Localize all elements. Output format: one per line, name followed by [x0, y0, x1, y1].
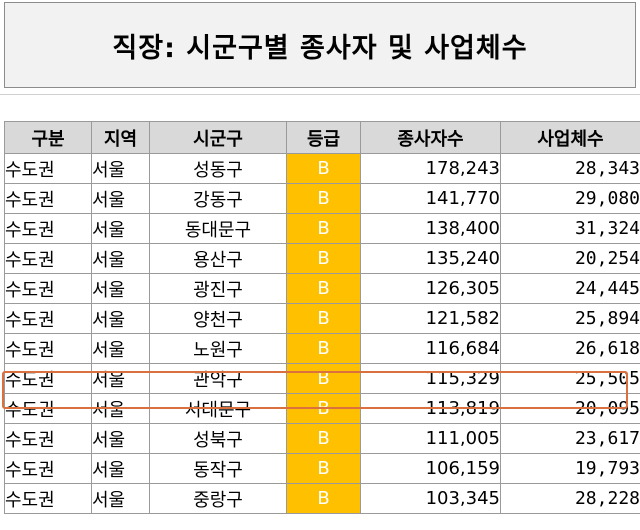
region-cell[interactable]: 수도권: [4, 273, 92, 304]
grade-cell[interactable]: B: [286, 303, 361, 334]
businesses-cell[interactable]: 25,505: [500, 363, 640, 394]
region-cell[interactable]: 수도권: [4, 423, 92, 454]
table-row: 수도권 서울 용산구 B 135,240 20,254: [4, 243, 640, 274]
region-cell[interactable]: 수도권: [4, 483, 92, 514]
header-region[interactable]: 구분: [4, 121, 92, 154]
workers-cell[interactable]: 138,400: [360, 213, 501, 244]
region-cell[interactable]: 수도권: [4, 393, 92, 424]
city-cell[interactable]: 동작구: [149, 453, 287, 484]
region-cell[interactable]: 수도권: [4, 153, 92, 184]
city-cell[interactable]: 성동구: [149, 153, 287, 184]
region-cell[interactable]: 수도권: [4, 453, 92, 484]
city-cell[interactable]: 용산구: [149, 243, 287, 274]
area-cell[interactable]: 서울: [91, 273, 150, 304]
workers-cell[interactable]: 103,345: [360, 483, 501, 514]
city-cell[interactable]: 성북구: [149, 423, 287, 454]
area-cell[interactable]: 서울: [91, 153, 150, 184]
table-row: 수도권 서울 성동구 B 178,243 28,343: [4, 153, 640, 184]
businesses-cell[interactable]: 25,894: [500, 303, 640, 334]
table-row: 수도권 서울 서대문구 B 113,819 20,095: [4, 393, 640, 424]
workers-cell[interactable]: 121,582: [360, 303, 501, 334]
table-row: 수도권 서울 동대문구 B 138,400 31,324: [4, 213, 640, 244]
grade-cell[interactable]: B: [286, 363, 361, 394]
area-cell[interactable]: 서울: [91, 333, 150, 364]
grade-cell[interactable]: B: [286, 483, 361, 514]
area-cell[interactable]: 서울: [91, 483, 150, 514]
table-row: 수도권 서울 양천구 B 121,582 25,894: [4, 303, 640, 334]
city-cell[interactable]: 노원구: [149, 333, 287, 364]
city-cell[interactable]: 강동구: [149, 183, 287, 214]
data-table: 구분 지역 시군구 등급 종사자수 사업체수 수도권 서울 성동구 B 178,243 2…: [4, 121, 640, 514]
city-cell[interactable]: 서대문구: [149, 393, 287, 424]
workers-cell[interactable]: 126,305: [360, 273, 501, 304]
city-cell[interactable]: 양천구: [149, 303, 287, 334]
grade-cell[interactable]: B: [286, 273, 361, 304]
businesses-cell[interactable]: 24,445: [500, 273, 640, 304]
area-cell[interactable]: 서울: [91, 453, 150, 484]
workers-cell[interactable]: 135,240: [360, 243, 501, 274]
businesses-cell[interactable]: 28,228: [500, 483, 640, 514]
sheet-divider: [0, 94, 640, 95]
table-row: 수도권 서울 광진구 B 126,305 24,445: [4, 273, 640, 304]
table-row: 수도권 서울 관악구 B 115,329 25,505: [4, 363, 640, 394]
region-cell[interactable]: 수도권: [4, 183, 92, 214]
businesses-cell[interactable]: 31,324: [500, 213, 640, 244]
city-cell[interactable]: 광진구: [149, 273, 287, 304]
businesses-cell[interactable]: 26,618: [500, 333, 640, 364]
grade-cell[interactable]: B: [286, 453, 361, 484]
area-cell[interactable]: 서울: [91, 183, 150, 214]
workers-cell[interactable]: 111,005: [360, 423, 501, 454]
area-cell[interactable]: 서울: [91, 243, 150, 274]
grade-cell[interactable]: B: [286, 333, 361, 364]
region-cell[interactable]: 수도권: [4, 333, 92, 364]
workers-cell[interactable]: 141,770: [360, 183, 501, 214]
header-area[interactable]: 지역: [91, 121, 150, 154]
businesses-cell[interactable]: 28,343: [500, 153, 640, 184]
workers-cell[interactable]: 178,243: [360, 153, 501, 184]
region-cell[interactable]: 수도권: [4, 213, 92, 244]
area-cell[interactable]: 서울: [91, 393, 150, 424]
table-row: 수도권 서울 동작구 B 106,159 19,793: [4, 453, 640, 484]
table-row: 수도권 서울 강동구 B 141,770 29,080: [4, 183, 640, 214]
workers-cell[interactable]: 106,159: [360, 453, 501, 484]
area-cell[interactable]: 서울: [91, 303, 150, 334]
grade-cell[interactable]: B: [286, 183, 361, 214]
sheet-title: 직장: 시군구별 종사자 및 사업체수: [4, 2, 636, 88]
grade-cell[interactable]: B: [286, 423, 361, 454]
area-cell[interactable]: 서울: [91, 423, 150, 454]
businesses-cell[interactable]: 20,095: [500, 393, 640, 424]
grade-cell[interactable]: B: [286, 243, 361, 274]
businesses-cell[interactable]: 19,793: [500, 453, 640, 484]
region-cell[interactable]: 수도권: [4, 303, 92, 334]
region-cell[interactable]: 수도권: [4, 363, 92, 394]
header-city[interactable]: 시군구: [149, 121, 287, 154]
businesses-cell[interactable]: 23,617: [500, 423, 640, 454]
city-cell[interactable]: 중랑구: [149, 483, 287, 514]
workers-cell[interactable]: 113,819: [360, 393, 501, 424]
businesses-cell[interactable]: 29,080: [500, 183, 640, 214]
area-cell[interactable]: 서울: [91, 213, 150, 244]
area-cell[interactable]: 서울: [91, 363, 150, 394]
header-grade[interactable]: 등급: [286, 121, 361, 154]
city-cell[interactable]: 동대문구: [149, 213, 287, 244]
workers-cell[interactable]: 116,684: [360, 333, 501, 364]
header-workers[interactable]: 종사자수: [360, 121, 501, 154]
city-cell[interactable]: 관악구: [149, 363, 287, 394]
region-cell[interactable]: 수도권: [4, 243, 92, 274]
workers-cell[interactable]: 115,329: [360, 363, 501, 394]
table-row: 수도권 서울 노원구 B 116,684 26,618: [4, 333, 640, 364]
header-businesses[interactable]: 사업체수: [500, 121, 640, 154]
grade-cell[interactable]: B: [286, 393, 361, 424]
grade-cell[interactable]: B: [286, 153, 361, 184]
table-row: 수도권 서울 성북구 B 111,005 23,617: [4, 423, 640, 454]
header-row: 구분 지역 시군구 등급 종사자수 사업체수: [4, 121, 640, 154]
businesses-cell[interactable]: 20,254: [500, 243, 640, 274]
table-row: 수도권 서울 중랑구 B 103,345 28,228: [4, 483, 640, 514]
grade-cell[interactable]: B: [286, 213, 361, 244]
